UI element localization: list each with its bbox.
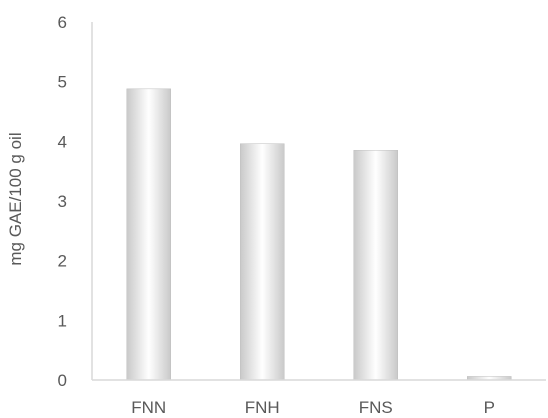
y-tick-label: 1 [58, 311, 67, 330]
bars [126, 88, 512, 381]
y-tick-label: 6 [58, 13, 67, 32]
x-tick-label: FNS [359, 398, 393, 417]
x-tick-label: FNH [245, 398, 280, 417]
y-tick-label: 0 [58, 371, 67, 390]
bar-fnh [240, 143, 285, 381]
y-tick-label: 5 [58, 73, 67, 92]
bar-fnn [126, 88, 171, 381]
y-axis-ticks: 0 1 2 3 4 5 6 [58, 13, 67, 390]
x-tick-label: P [484, 398, 495, 417]
x-tick-label: FNN [131, 398, 166, 417]
y-tick-label: 2 [58, 252, 67, 271]
x-axis-labels: FNN FNH FNS P [131, 398, 495, 417]
y-axis-title: mg GAE/100 g oil [6, 132, 25, 265]
y-tick-label: 4 [58, 132, 67, 151]
y-tick-label: 3 [58, 192, 67, 211]
bar-fns [353, 150, 398, 381]
